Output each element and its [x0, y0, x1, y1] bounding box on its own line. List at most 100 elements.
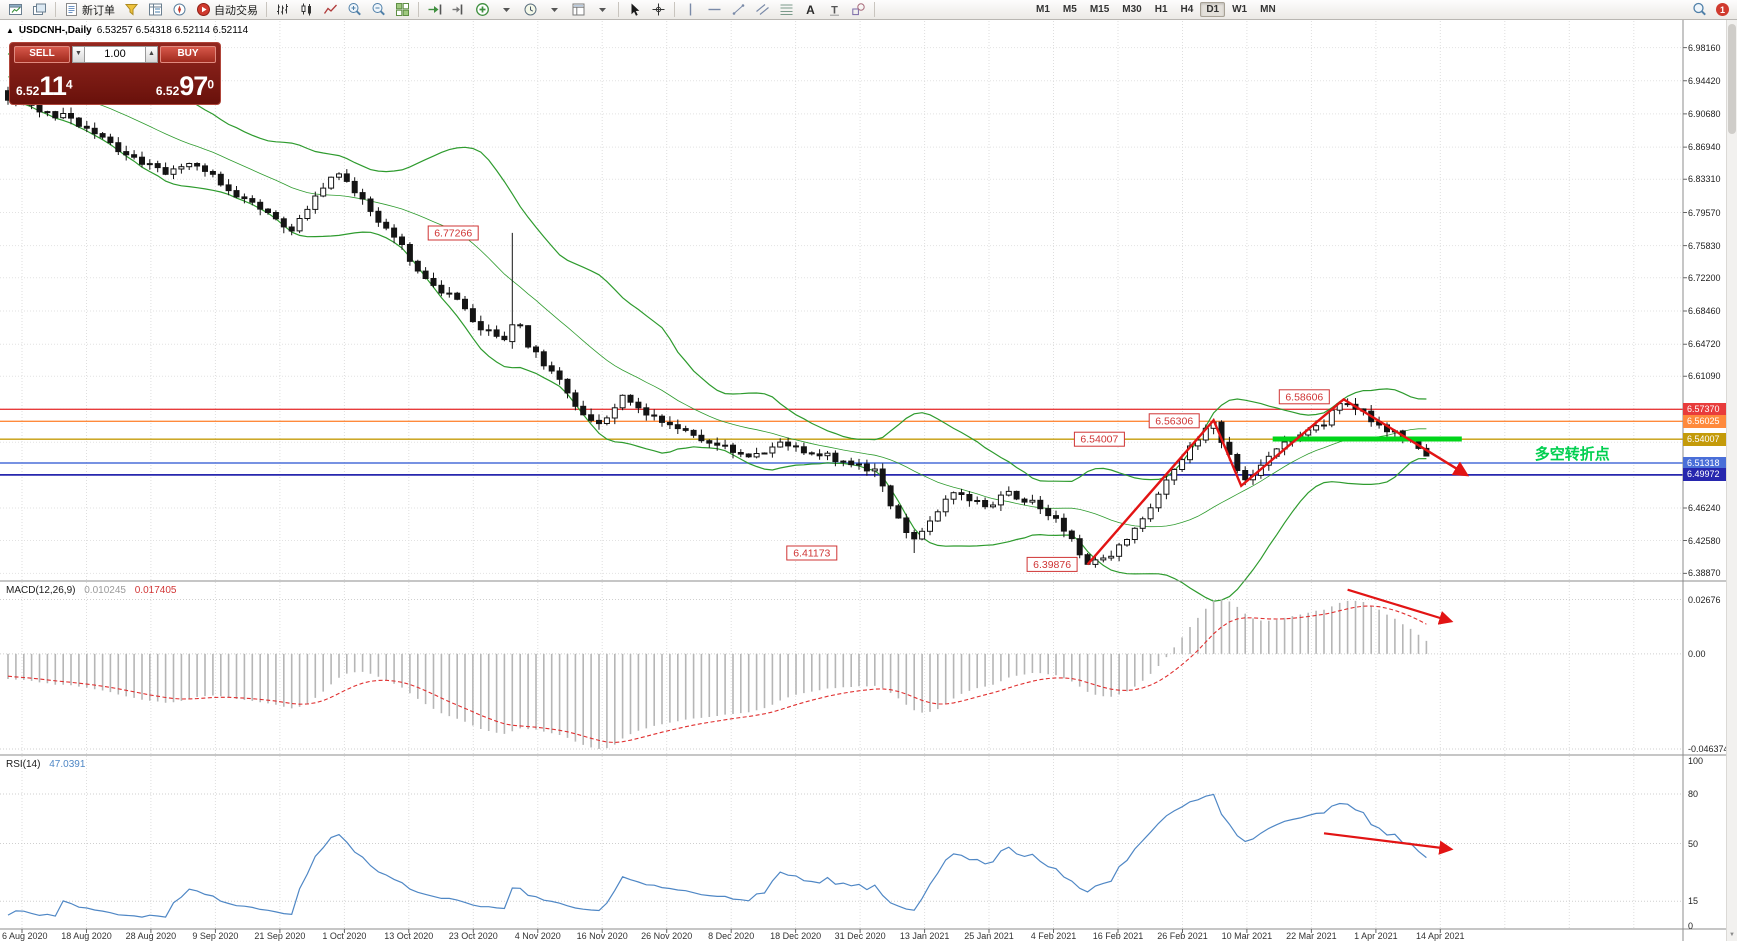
- timeframe-M1[interactable]: M1: [1036, 4, 1050, 15]
- trendline-button[interactable]: [727, 1, 750, 19]
- search-button-icon: [1693, 2, 1706, 16]
- timeframe-M30[interactable]: M30: [1122, 4, 1142, 15]
- bar-chart-button[interactable]: [271, 1, 294, 19]
- macd-histogram: [7, 599, 1428, 749]
- market-watch-button[interactable]: [120, 1, 143, 19]
- price-level-tag: 6.51318: [1683, 456, 1726, 470]
- price-callout-box[interactable]: [1073, 431, 1125, 447]
- macd-axis-label: 0.00: [1688, 648, 1706, 659]
- search-button[interactable]: [1688, 1, 1711, 19]
- shapes-button[interactable]: [847, 1, 870, 19]
- vertical-line-button-icon: [689, 3, 692, 16]
- timeframe-H1[interactable]: H1: [1154, 4, 1168, 15]
- badge-count: 1: [1716, 3, 1729, 16]
- new-chart-button[interactable]: [4, 1, 27, 19]
- scrollbar-thumb[interactable]: [1728, 24, 1736, 134]
- toolbar-separator: [674, 2, 675, 17]
- price-level-tag: 6.57370: [1683, 402, 1726, 416]
- price-callout-box[interactable]: [1026, 556, 1078, 572]
- cursor-button[interactable]: [623, 1, 646, 19]
- zoom-in-button[interactable]: [343, 1, 366, 19]
- candlestick-chart-button-icon: [301, 3, 311, 16]
- templates-dropdown[interactable]: [591, 1, 614, 19]
- text-button-icon: A: [806, 3, 815, 17]
- fibonacci-button[interactable]: [775, 1, 798, 19]
- lot-input[interactable]: 1.00: [85, 46, 145, 63]
- zoom-out-button[interactable]: [367, 1, 390, 19]
- periods-button-icon: [524, 3, 537, 16]
- price-callout-box[interactable]: [427, 225, 479, 241]
- horizontal-line-button-icon: [708, 8, 721, 11]
- price-axis-label: 6.90680: [1688, 108, 1721, 119]
- text-button[interactable]: A: [799, 1, 822, 19]
- rsi-name: RSI(14): [6, 759, 41, 770]
- chart-symbol-title: USDCNH-,Daily: [18, 25, 92, 36]
- lot-decrease-button[interactable]: ▼: [72, 46, 85, 63]
- price-axis-label: 6.79570: [1688, 207, 1721, 218]
- autotrading-button-icon: [197, 3, 210, 16]
- bull-candles: [12, 98, 1398, 565]
- rsi-indicator-label: RSI(14) 47.0391: [6, 759, 85, 770]
- new-order-button-label: 新订单: [82, 4, 115, 17]
- market-watch-button-icon: [124, 4, 139, 16]
- date-tick-marks: [21, 929, 1441, 933]
- timeframe-M5[interactable]: M5: [1062, 4, 1077, 15]
- price-callout-box[interactable]: [1148, 413, 1200, 429]
- rsi-line: [7, 793, 1427, 918]
- navigator-button[interactable]: [168, 1, 191, 19]
- bear-candles: [5, 90, 1430, 565]
- timeframe-M15[interactable]: M15: [1089, 4, 1110, 15]
- new-order-button-icon: [66, 3, 77, 16]
- ask-pip-digit: 0: [207, 77, 214, 92]
- chart-profiles-button[interactable]: [28, 1, 51, 19]
- one-click-trading-panel: SELL ▼ 1.00 ▲ BUY 6.52114 6.52970: [9, 42, 221, 105]
- price-level-tag: 6.54007: [1683, 432, 1726, 446]
- indicators-dropdown[interactable]: [495, 1, 518, 19]
- scrollbar[interactable]: ▲ ▼: [1726, 0, 1737, 941]
- support-zone-band[interactable]: [1272, 436, 1462, 442]
- horizontal-line-button[interactable]: [703, 1, 726, 19]
- buy-button[interactable]: BUY: [160, 46, 216, 63]
- autotrading-button[interactable]: 自动交易: [192, 1, 262, 19]
- rsi-down-arrow[interactable]: [1323, 832, 1454, 855]
- collapse-icon[interactable]: ▲: [6, 26, 14, 35]
- text-label-button[interactable]: T: [823, 1, 846, 19]
- price-callout-text: 6.56306: [1155, 415, 1193, 427]
- price-axis-label: 6.46240: [1688, 503, 1721, 513]
- data-window-button[interactable]: [144, 1, 167, 19]
- bar-chart-button-icon: [277, 4, 288, 15]
- toolbar-separator: [418, 2, 419, 17]
- chart-shift-button[interactable]: [447, 1, 470, 19]
- scroll-down-icon[interactable]: ▼: [1729, 932, 1735, 938]
- rsi-axis-label: 50: [1688, 838, 1699, 849]
- price-axis-label: 6.38870: [1688, 568, 1721, 579]
- macd-down-arrow[interactable]: [1347, 588, 1454, 625]
- line-chart-button[interactable]: [319, 1, 342, 19]
- price-callout-box[interactable]: [1278, 389, 1330, 405]
- indicators-button[interactable]: [471, 1, 494, 19]
- channel-button-icon: [756, 4, 769, 15]
- timeframe-D1[interactable]: D1: [1200, 2, 1226, 17]
- new-order-button[interactable]: 新订单: [60, 1, 119, 19]
- templates-button-icon: [572, 3, 585, 16]
- candlestick-chart-button[interactable]: [295, 1, 318, 19]
- timeframe-MN[interactable]: MN: [1260, 4, 1276, 15]
- vertical-line-button[interactable]: [679, 1, 702, 19]
- grid-horizontal-lines: [0, 47, 1683, 574]
- crosshair-button[interactable]: [647, 1, 670, 19]
- tile-windows-button[interactable]: [391, 1, 414, 19]
- periods-button[interactable]: [519, 1, 542, 19]
- templates-button[interactable]: [567, 1, 590, 19]
- notification-badge[interactable]: 1: [1712, 1, 1733, 19]
- timeframe-W1[interactable]: W1: [1232, 4, 1248, 15]
- price-axis-label: 6.75830: [1688, 240, 1721, 251]
- macd-signal-value: 0.017405: [134, 585, 177, 596]
- sell-button[interactable]: SELL: [14, 46, 70, 63]
- auto-scroll-button[interactable]: [423, 1, 446, 19]
- timeframe-H4[interactable]: H4: [1180, 4, 1194, 15]
- trend-zigzag-arrow[interactable]: [1086, 397, 1470, 566]
- periods-dropdown[interactable]: [543, 1, 566, 19]
- price-callout-box[interactable]: [786, 545, 838, 561]
- lot-increase-button[interactable]: ▲: [145, 46, 158, 63]
- channel-button[interactable]: [751, 1, 774, 19]
